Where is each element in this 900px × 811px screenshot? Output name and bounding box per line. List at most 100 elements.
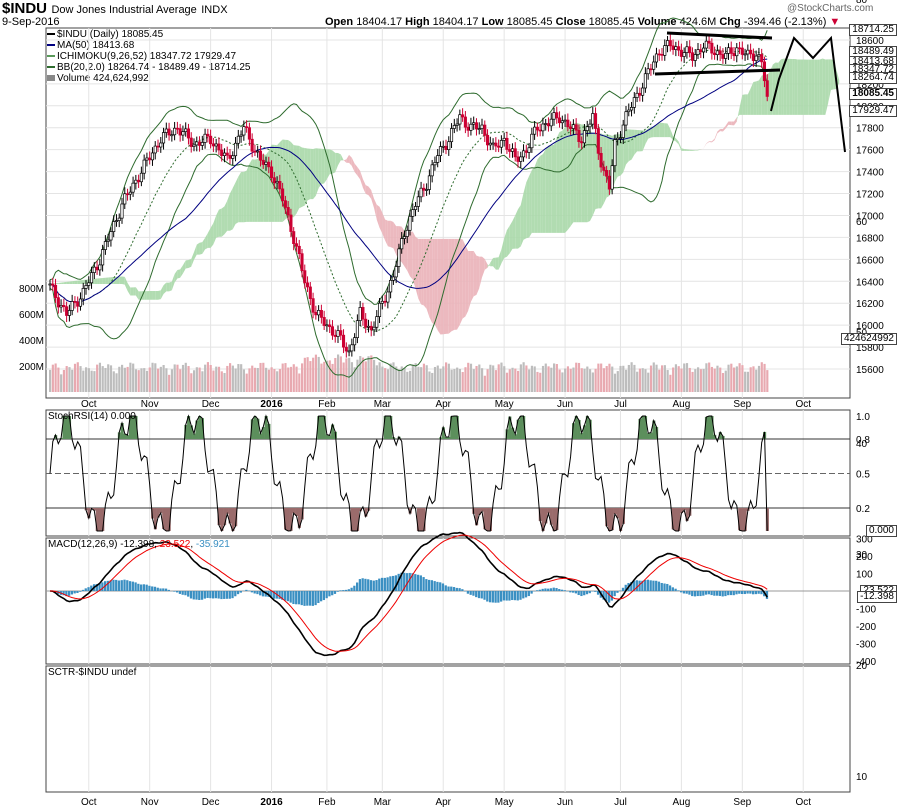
candle-body: [461, 114, 465, 118]
price-axis-label: 16400: [856, 277, 884, 288]
candle-body: [480, 124, 484, 129]
volume-bar: [353, 367, 356, 392]
volume-bar: [71, 369, 74, 392]
cloud-segment: [457, 238, 460, 330]
volume-bar: [710, 366, 714, 392]
volume-bar: [281, 363, 284, 392]
macd-histogram-bar: [511, 591, 514, 601]
macd-histogram-bar: [162, 588, 165, 591]
volume-bar: [760, 362, 763, 392]
candle-body: [344, 346, 348, 352]
volume-bar: [497, 364, 500, 392]
volume-bar: [176, 364, 179, 392]
volume-bar: [162, 365, 165, 392]
macd-histogram-bar: [475, 591, 478, 598]
cloud-segment: [241, 171, 244, 223]
candle-body: [139, 172, 143, 183]
volume-bar: [467, 362, 470, 392]
stochrsi-overbought-fill: [198, 416, 202, 439]
month-label-top: Jul: [614, 399, 627, 410]
macd-histogram-bar: [624, 584, 627, 591]
cloud-segment: [263, 154, 266, 222]
candle-body: [616, 137, 620, 140]
candle-body: [391, 276, 395, 281]
stochrsi-oversold-fill: [87, 508, 91, 519]
candle-body: [267, 161, 271, 168]
hist-value: -35.921: [195, 539, 230, 550]
volume-bar: [367, 356, 370, 392]
volume-bar: [486, 369, 489, 392]
cloud-segment: [410, 231, 413, 280]
macd-histogram-bar: [148, 585, 151, 591]
macd-histogram-bar: [433, 581, 436, 591]
macd-histogram-bar: [488, 591, 492, 603]
cloud-segment: [498, 249, 502, 270]
macd-histogram-bar: [765, 591, 769, 599]
stochrsi-axis-label: 0.5: [856, 470, 870, 481]
candle-body: [81, 288, 85, 300]
stochrsi-overbought-fill: [253, 416, 257, 439]
volume-bar: [65, 366, 68, 392]
macd-histogram-bar: [740, 591, 744, 594]
volume-bars: [49, 354, 769, 392]
stochrsi-oversold-fill: [488, 508, 492, 531]
macd-histogram-bar: [649, 580, 652, 591]
stochrsi-overbought-fill: [516, 419, 520, 439]
cloud-segment: [362, 179, 366, 194]
macd-histogram-bar: [461, 589, 464, 591]
stochrsi-overbought-fill: [386, 416, 390, 439]
tag-macd: -12.398: [857, 591, 897, 603]
candle-body: [48, 283, 52, 286]
cloud-segment: [800, 59, 804, 115]
candle-body: [466, 126, 470, 131]
candle-body: [275, 180, 279, 184]
cloud-segment: [659, 122, 662, 138]
cloud-segment: [149, 291, 153, 300]
macd-histogram-bar: [95, 584, 98, 591]
candle-body: [114, 220, 119, 222]
candle-body: [192, 144, 196, 147]
exchange: INDX: [201, 4, 228, 16]
candle-body: [494, 142, 498, 147]
volume-bar: [395, 366, 398, 392]
ichimoku-swatch-icon: [47, 55, 55, 58]
stochrsi-overbought-fill: [383, 416, 387, 439]
month-label-bottom: Mar: [374, 797, 392, 808]
cloud-segment: [814, 59, 818, 115]
volume-bar: [539, 372, 542, 392]
stochrsi-oversold-fill: [486, 508, 490, 531]
macd-histogram-bar: [212, 591, 215, 599]
macd-histogram-bar: [195, 591, 198, 600]
volume-bar: [649, 365, 653, 392]
macd-histogram-bar: [452, 587, 456, 591]
stochrsi-overbought-fill: [646, 433, 650, 439]
candle-body: [416, 196, 420, 207]
macd-histogram-bar: [178, 591, 182, 594]
candle-body: [95, 266, 99, 271]
candle-body: [297, 245, 301, 255]
cloud-segment: [293, 145, 297, 218]
macd-histogram-bar: [173, 591, 176, 592]
cloud-segment: [540, 154, 543, 233]
volume-bar: [206, 362, 210, 392]
volume-bar: [608, 363, 611, 392]
volume-bar: [215, 366, 218, 392]
macd-histogram-bar: [724, 591, 727, 597]
stochrsi-overbought-fill: [261, 427, 265, 439]
stochrsi-overbought-fill: [123, 433, 127, 439]
volume-bar: [328, 360, 331, 392]
candle-body: [618, 137, 623, 139]
cloud-segment: [80, 279, 84, 285]
volume-bar: [165, 368, 168, 392]
volume-bar: [154, 363, 157, 392]
candle-body: [73, 301, 77, 303]
volume-bar: [511, 367, 514, 392]
cloud-segment: [266, 150, 269, 222]
volume-bar: [472, 369, 475, 392]
macd-histogram-bar: [184, 591, 187, 596]
cloud-segment: [169, 281, 172, 292]
stochrsi-overbought-fill: [450, 416, 454, 439]
stochrsi-oversold-fill: [547, 508, 551, 514]
macd-histogram-bar: [519, 591, 522, 600]
